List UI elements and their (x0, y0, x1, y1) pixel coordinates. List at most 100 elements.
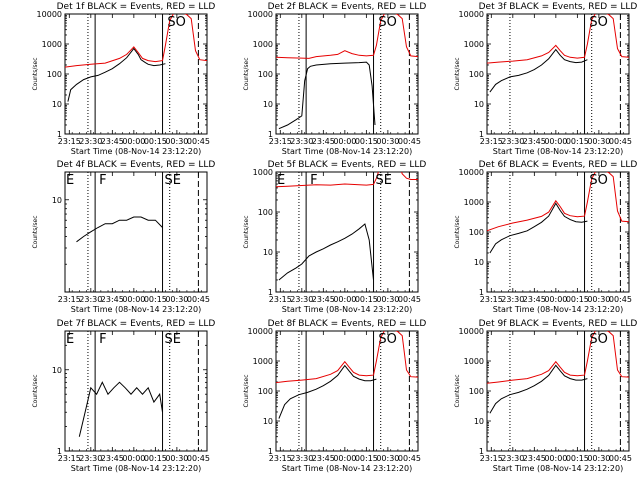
phase-label: SO (378, 332, 396, 347)
x-axis-label: Start Time (08-Nov-14 23:12:20) (282, 305, 412, 314)
x-tick-label: 23:30 (79, 454, 102, 463)
y-tick-label: 1000 (253, 40, 273, 49)
series-lld-line (276, 331, 418, 384)
x-tick-label: 00:30 (587, 454, 610, 463)
panel-title: Det 3f BLACK = Events, RED = LLD (479, 2, 638, 12)
x-tick-label: 23:45 (101, 137, 124, 146)
panel-det-9: Det 9f BLACK = Events, RED = LLD 1 10 100 10… (454, 319, 637, 473)
x-tick-label: 23:15 (269, 454, 292, 463)
x-tick-label: 00:30 (165, 295, 188, 304)
x-tick-label: 00:15 (144, 295, 167, 304)
series-events-line (489, 364, 588, 414)
y-axis-label: Counts/sec (454, 215, 461, 248)
y-axis-label: Counts/sec (32, 374, 39, 407)
panel-det-2: Det 2f BLACK = Events, RED = LLD 1 10 100 10… (243, 2, 426, 156)
x-tick-label: 23:15 (480, 137, 503, 146)
y-axis-label: Counts/sec (32, 215, 39, 248)
phase-label: SO (378, 15, 396, 30)
x-tick-label: 23:15 (58, 295, 81, 304)
panel-title: Det 6f BLACK = Events, RED = LLD (479, 160, 638, 170)
x-axis-label: Start Time (08-Nov-14 23:12:20) (493, 147, 623, 156)
y-tick-label: 100 (469, 70, 484, 79)
x-tick-label: 23:30 (501, 454, 524, 463)
x-tick-label: 23:45 (523, 454, 546, 463)
x-tick-label: 23:45 (312, 295, 335, 304)
plot-frame (64, 13, 208, 135)
panel-title: Det 4f BLACK = Events, RED = LLD (57, 160, 216, 170)
panel-det-6: Det 6f BLACK = Events, RED = LLD 1 10 100 10… (454, 160, 637, 314)
series-events-line (67, 47, 166, 102)
y-tick-label: 1 (268, 130, 273, 139)
plot-frame (64, 171, 208, 293)
x-tick-label: 23:15 (58, 137, 81, 146)
panel-title: Det 2f BLACK = Events, RED = LLD (268, 2, 427, 12)
y-tick-label: 10000 (37, 10, 62, 19)
plot-frame (64, 330, 208, 452)
x-tick-label: 23:30 (79, 137, 102, 146)
x-tick-label: 00:45 (398, 295, 421, 304)
x-tick-label: 00:00 (544, 137, 567, 146)
x-tick-label: 23:30 (290, 295, 313, 304)
y-axis-label: Counts/sec (32, 57, 39, 90)
y-tick-label: 100 (258, 387, 273, 396)
series-lld-line (487, 14, 629, 64)
x-tick-label: 00:45 (398, 454, 421, 463)
y-tick-label: 10 (52, 100, 62, 109)
x-axis-label: Start Time (08-Nov-14 23:12:20) (282, 147, 412, 156)
x-tick-label: 23:30 (290, 454, 313, 463)
series-lld-line (487, 172, 629, 232)
y-tick-label: 1 (479, 288, 484, 297)
y-tick-label: 100 (469, 228, 484, 237)
x-tick-label: 00:45 (398, 137, 421, 146)
phase-label: SO (589, 15, 607, 30)
y-tick-label: 1000 (464, 357, 484, 366)
series-events-line (489, 202, 588, 254)
x-axis-label: Start Time (08-Nov-14 23:12:20) (493, 464, 623, 473)
x-axis-label: Start Time (08-Nov-14 23:12:20) (71, 464, 201, 473)
phase-label: SE (165, 173, 181, 188)
phase-label: SE (376, 173, 392, 188)
x-tick-label: 00:45 (187, 454, 210, 463)
y-tick-label: 10000 (459, 168, 484, 177)
x-tick-label: 00:45 (187, 295, 210, 304)
panel-det-7: Det 7f BLACK = Events, RED = LLD 1 10 Count… (32, 319, 215, 473)
y-tick-label: 10000 (248, 327, 273, 336)
x-tick-label: 23:30 (79, 295, 102, 304)
x-tick-label: 00:30 (587, 295, 610, 304)
y-tick-label: 1 (479, 447, 484, 456)
x-tick-label: 00:30 (587, 137, 610, 146)
x-tick-label: 00:30 (376, 295, 399, 304)
phase-label: F (310, 173, 317, 188)
y-axis-label: Counts/sec (243, 57, 250, 90)
x-tick-label: 00:00 (122, 454, 145, 463)
x-tick-label: 23:45 (101, 295, 124, 304)
phase-label: SO (589, 332, 607, 347)
x-tick-label: 00:30 (376, 454, 399, 463)
y-axis-label: Counts/sec (243, 374, 250, 407)
phase-label: E (277, 173, 285, 188)
y-tick-label: 1 (479, 130, 484, 139)
y-axis-label: Counts/sec (454, 57, 461, 90)
y-tick-label: 1 (57, 447, 62, 456)
x-tick-label: 00:45 (609, 454, 632, 463)
plot-frame (486, 171, 630, 293)
panel-title: Det 1f BLACK = Events, RED = LLD (57, 2, 216, 12)
x-tick-label: 23:30 (501, 137, 524, 146)
y-axis-label: Counts/sec (243, 215, 250, 248)
y-tick-label: 10 (263, 417, 273, 426)
phase-label: F (99, 332, 106, 347)
x-tick-label: 00:30 (165, 454, 188, 463)
y-tick-label: 10 (474, 417, 484, 426)
x-tick-label: 23:45 (523, 137, 546, 146)
series-events-line (278, 364, 377, 419)
x-tick-label: 00:00 (544, 454, 567, 463)
x-tick-label: 00:15 (144, 137, 167, 146)
y-tick-label: 10 (474, 100, 484, 109)
x-tick-label: 00:00 (333, 295, 356, 304)
x-axis-label: Start Time (08-Nov-14 23:12:20) (71, 305, 201, 314)
y-tick-label: 10 (52, 196, 62, 205)
x-tick-label: 00:00 (122, 295, 145, 304)
x-tick-label: 23:15 (480, 295, 503, 304)
y-tick-label: 10 (474, 258, 484, 267)
